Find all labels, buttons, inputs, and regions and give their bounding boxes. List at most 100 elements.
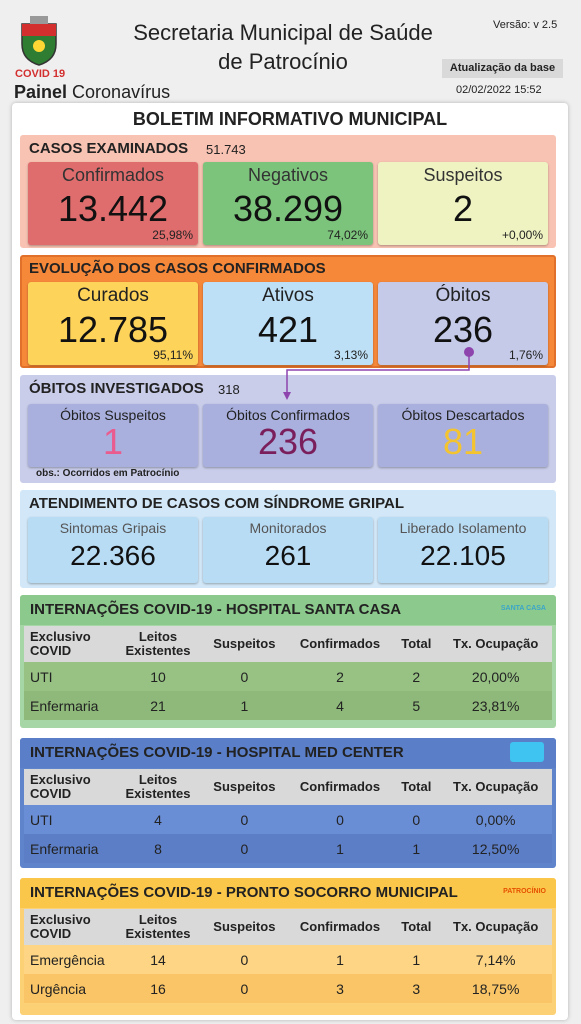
hospital-logo: PATROCÍNIO bbox=[503, 888, 546, 895]
card-percent: +0,00% bbox=[501, 228, 543, 242]
card-percent: 1,76% bbox=[508, 348, 543, 362]
table-cell: 0 bbox=[240, 811, 249, 828]
card-value: 261 bbox=[264, 540, 312, 571]
summary-section: ATENDIMENTO DE CASOS COM SÍNDROME GRIPAL… bbox=[20, 490, 556, 588]
stat-card: Suspeitos 2 +0,00% bbox=[378, 162, 548, 245]
city-logo bbox=[21, 16, 57, 66]
card-value: 81 bbox=[442, 421, 484, 462]
table-cell: Emergência bbox=[30, 951, 105, 968]
card-value: 236 bbox=[257, 421, 319, 462]
table-cell: Urgência bbox=[30, 980, 87, 997]
table-row: Enfermaria 21 1 4 5 23,81% bbox=[24, 691, 552, 720]
table-cell: 0,00% bbox=[475, 811, 516, 828]
hospital-logo: SANTA CASA bbox=[500, 605, 546, 612]
stat-card: Óbitos Suspeitos 1 bbox=[28, 404, 198, 467]
table-cell: 23,81% bbox=[471, 697, 520, 714]
section-title: ÓBITOS INVESTIGADOS bbox=[29, 380, 204, 397]
hospital-table: Exclusivo COVID Leitos Existentes Suspeito… bbox=[24, 626, 552, 720]
stat-card: Negativos 38.299 74,02% bbox=[203, 162, 373, 245]
summary-section: ÓBITOS INVESTIGADOS 318 Óbitos Suspeitos 1 Ó… bbox=[20, 375, 556, 483]
panel-label: Painel Coronavírus bbox=[14, 82, 170, 103]
card-label: Óbitos Descartados bbox=[401, 407, 525, 423]
update-date: 02/02/2022 15:52 bbox=[456, 84, 542, 96]
column-header: Suspeitos bbox=[202, 626, 287, 662]
hospital-table: Exclusivo COVID Leitos Existentes Suspeito… bbox=[24, 909, 552, 1003]
column-header: Suspeitos bbox=[202, 769, 287, 805]
card-row: Óbitos Suspeitos 1 Óbitos Confirmados 236 Ób… bbox=[28, 404, 548, 467]
card-label: Ativos bbox=[262, 285, 314, 306]
hospital-table: Exclusivo COVID Leitos Existentes Suspeito… bbox=[24, 769, 552, 863]
hospital-header-bar bbox=[20, 878, 556, 908]
column-header: Leitos Existentes bbox=[114, 769, 202, 805]
card-label: Suspeitos bbox=[423, 165, 503, 185]
column-header: Confirmados bbox=[286, 909, 394, 945]
table-header-row: Exclusivo COVID Leitos Existentes Suspeito… bbox=[24, 769, 552, 805]
table-cell: 4 bbox=[336, 697, 344, 714]
table-row: Emergência 14 0 1 1 7,14% bbox=[24, 945, 552, 974]
hospital-title: INTERNAÇÕES COVID-19 - HOSPITAL SANTA CA… bbox=[30, 601, 402, 618]
card-row: Confirmados 13.442 25,98% Negativos 38.299 74… bbox=[28, 162, 548, 245]
card-label: Negativos bbox=[247, 165, 329, 185]
hospital-section: INTERNAÇÕES COVID-19 - HOSPITAL MED CENT… bbox=[20, 738, 556, 868]
hospital-logo bbox=[510, 742, 544, 762]
column-header: Exclusivo COVID bbox=[24, 769, 114, 805]
card-value: 22.366 bbox=[70, 540, 156, 571]
column-header: Total bbox=[393, 626, 440, 662]
column-header: Total bbox=[393, 909, 440, 945]
hospital-section: INTERNAÇÕES COVID-19 - PRONTO SOCORRO MU… bbox=[20, 878, 556, 1015]
stat-card: Ativos 421 3,13% bbox=[203, 282, 373, 365]
column-header: Leitos Existentes bbox=[114, 626, 202, 662]
table-cell: UTI bbox=[30, 811, 53, 828]
column-header: Total bbox=[393, 769, 440, 805]
table-cell: 1 bbox=[412, 951, 421, 968]
table-cell: 2 bbox=[412, 668, 421, 685]
card-value: 38.299 bbox=[232, 188, 344, 229]
column-header: Leitos Existentes bbox=[114, 909, 202, 945]
card-percent: 3,13% bbox=[333, 348, 368, 362]
column-header: Tx. Ocupação bbox=[439, 769, 552, 805]
card-value: 13.442 bbox=[57, 188, 169, 229]
table-cell: 12,50% bbox=[471, 840, 520, 857]
section-title: EVOLUÇÃO DOS CASOS CONFIRMADOS bbox=[29, 260, 326, 277]
card-value: 421 bbox=[257, 309, 319, 350]
table-cell: 1 bbox=[336, 840, 344, 857]
table-cell: Enfermaria bbox=[30, 840, 99, 857]
card-percent: 25,98% bbox=[152, 228, 193, 242]
table-header-row: Exclusivo COVID Leitos Existentes Suspeito… bbox=[24, 909, 552, 945]
table-cell: 16 bbox=[150, 980, 166, 997]
table-cell: 4 bbox=[154, 811, 162, 828]
section-title: ATENDIMENTO DE CASOS COM SÍNDROME GRIPAL bbox=[29, 495, 405, 512]
table-cell: 1 bbox=[240, 697, 249, 714]
update-label: Atualização da base bbox=[442, 59, 563, 78]
table-cell: 18,75% bbox=[471, 980, 520, 997]
hospital-header-bar bbox=[20, 595, 556, 625]
card-value: 236 bbox=[432, 309, 494, 350]
table-row: UTI 10 0 2 2 20,00% bbox=[24, 662, 552, 691]
card-value: 12.785 bbox=[57, 309, 169, 350]
section-note: obs.: Ocorridos em Patrocínio bbox=[36, 468, 180, 479]
stat-card: Confirmados 13.442 25,98% bbox=[28, 162, 198, 245]
column-header: Suspeitos bbox=[202, 909, 287, 945]
stat-card: Óbitos 236 1,76% bbox=[378, 282, 548, 365]
table-cell: 20,00% bbox=[471, 668, 520, 685]
table-cell: 0 bbox=[240, 668, 249, 685]
table-row: UTI 4 0 0 0 0,00% bbox=[24, 805, 552, 834]
table-cell: 8 bbox=[154, 840, 162, 857]
card-label: Monitorados bbox=[249, 520, 327, 536]
card-row: Curados 12.785 95,11% Ativos 421 3,13% Óbitos 2… bbox=[28, 282, 548, 365]
table-cell: 0 bbox=[240, 951, 249, 968]
table-header-row: Exclusivo COVID Leitos Existentes Suspeito… bbox=[24, 626, 552, 662]
panel-rest: Coronavírus bbox=[72, 82, 171, 102]
title-line: de Patrocínio bbox=[218, 49, 348, 74]
panel-bold: Painel bbox=[14, 82, 68, 102]
hospital-section: INTERNAÇÕES COVID-19 - HOSPITAL SANTA CA… bbox=[20, 595, 556, 728]
card-label: Óbitos Suspeitos bbox=[60, 407, 166, 423]
card-label: Liberado Isolamento bbox=[399, 520, 527, 536]
stat-card: Sintomas Gripais 22.366 bbox=[28, 517, 198, 583]
summary-section: CASOS EXAMINADOS 51.743 Confirmados 13.442 2… bbox=[20, 135, 556, 248]
table-cell: 0 bbox=[240, 840, 249, 857]
card-value: 22.105 bbox=[420, 540, 506, 571]
card-label: Sintomas Gripais bbox=[59, 520, 167, 536]
card-label: Confirmados bbox=[61, 165, 165, 185]
